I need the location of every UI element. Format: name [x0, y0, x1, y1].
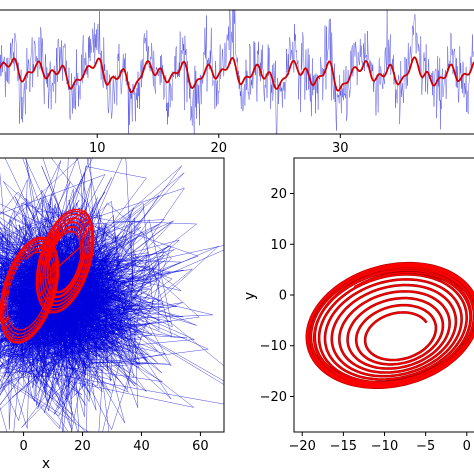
left-x-tick-label: 0	[19, 439, 27, 454]
left-x-tick-label: 40	[133, 439, 150, 454]
left-x-axis-label: x	[42, 456, 50, 472]
right-x-tick-label: −5	[416, 439, 435, 454]
top-x-tick-label: 20	[210, 141, 227, 156]
smooth-series-line	[0, 56, 474, 94]
attractor-trajectory	[0, 208, 95, 344]
right-x-tick-label: −10	[371, 439, 398, 454]
right-y-axis-label: y	[242, 292, 258, 300]
top-axes-frame	[0, 9, 474, 135]
right-x-tick-label: −15	[330, 439, 357, 454]
right-y-tick-label: 10	[270, 238, 287, 253]
top-x-tick-label: 30	[332, 141, 349, 156]
right-x-tick-label: 0	[463, 439, 471, 454]
top-x-tick-label: 10	[89, 141, 106, 156]
phase-plot-right-panel: −20 −15 −10 −5 0 −20 −10 0 10 20 y	[242, 157, 474, 454]
attractor-trajectory	[306, 262, 474, 389]
right-y-tick-label: 20	[270, 187, 287, 202]
phase-plot-left-panel: 0 20 40 60 x	[0, 157, 225, 472]
right-y-tick-label: −10	[260, 339, 287, 354]
left-x-tick-label: 60	[192, 439, 209, 454]
right-y-tick-label: 0	[279, 289, 287, 304]
left-axes-frame	[0, 157, 225, 433]
time-series-panel: 10 20 30	[0, 9, 474, 156]
left-x-tick-label: 20	[74, 439, 91, 454]
right-x-tick-label: −20	[289, 439, 316, 454]
right-y-tick-label: −20	[260, 390, 287, 405]
noisy-trajectory	[0, 158, 224, 432]
